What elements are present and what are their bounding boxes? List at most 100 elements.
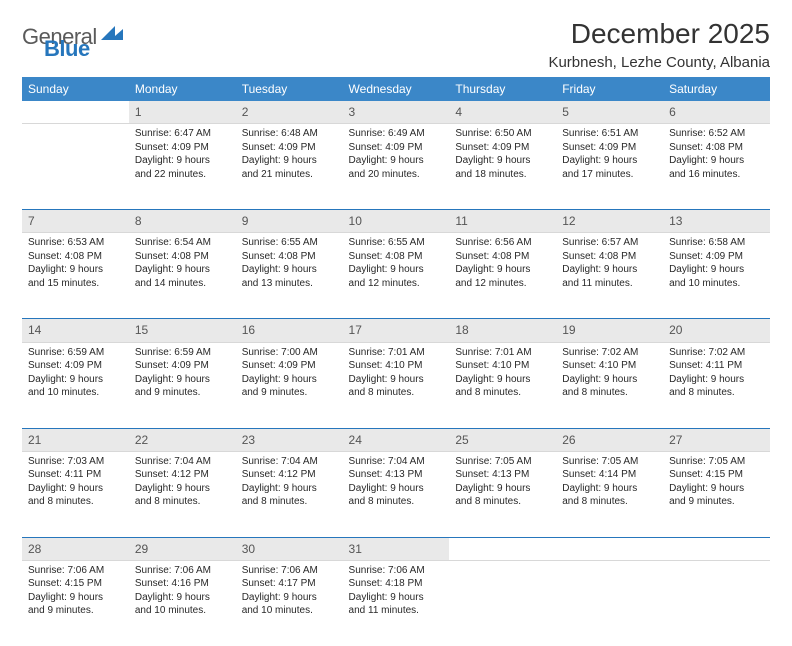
day-cell: Sunrise: 6:49 AMSunset: 4:09 PMDaylight:… [343, 124, 450, 210]
daylight-line2: and 13 minutes. [242, 277, 337, 291]
day-number-cell: 19 [556, 319, 663, 342]
daylight-line1: Daylight: 9 hours [669, 263, 764, 277]
logo-mark-icon [101, 26, 123, 49]
day-cell: Sunrise: 7:05 AMSunset: 4:14 PMDaylight:… [556, 451, 663, 537]
day-number-cell: 5 [556, 101, 663, 124]
day-number-cell: 7 [22, 210, 129, 233]
daylight-line1: Daylight: 9 hours [455, 154, 550, 168]
sunset-line: Sunset: 4:08 PM [242, 250, 337, 264]
day-cell: Sunrise: 7:06 AMSunset: 4:16 PMDaylight:… [129, 560, 236, 646]
daylight-line1: Daylight: 9 hours [135, 482, 230, 496]
day-header: Sunday [22, 77, 129, 101]
sunset-line: Sunset: 4:09 PM [669, 250, 764, 264]
day-header: Friday [556, 77, 663, 101]
day-cell: Sunrise: 6:58 AMSunset: 4:09 PMDaylight:… [663, 233, 770, 319]
day-number-cell: 21 [22, 429, 129, 452]
daylight-line2: and 11 minutes. [349, 604, 444, 618]
sunset-line: Sunset: 4:13 PM [455, 468, 550, 482]
daylight-line1: Daylight: 9 hours [242, 373, 337, 387]
daylight-line1: Daylight: 9 hours [562, 373, 657, 387]
day-cell: Sunrise: 7:04 AMSunset: 4:12 PMDaylight:… [236, 451, 343, 537]
day-cell: Sunrise: 7:05 AMSunset: 4:15 PMDaylight:… [663, 451, 770, 537]
sunset-line: Sunset: 4:09 PM [349, 141, 444, 155]
daylight-line1: Daylight: 9 hours [28, 373, 123, 387]
sunrise-line: Sunrise: 6:53 AM [28, 236, 123, 250]
sunrise-line: Sunrise: 7:02 AM [562, 346, 657, 360]
daylight-line1: Daylight: 9 hours [669, 154, 764, 168]
day-cell: Sunrise: 6:56 AMSunset: 4:08 PMDaylight:… [449, 233, 556, 319]
daylight-line1: Daylight: 9 hours [242, 154, 337, 168]
daylight-line2: and 16 minutes. [669, 168, 764, 182]
daylight-line1: Daylight: 9 hours [28, 482, 123, 496]
daylight-line1: Daylight: 9 hours [135, 373, 230, 387]
day-number-cell: 31 [343, 538, 450, 561]
day-number-row: 14151617181920 [22, 319, 770, 342]
daylight-line1: Daylight: 9 hours [28, 263, 123, 277]
daylight-line2: and 8 minutes. [562, 495, 657, 509]
day-cell: Sunrise: 6:47 AMSunset: 4:09 PMDaylight:… [129, 124, 236, 210]
day-number-row: 21222324252627 [22, 429, 770, 452]
day-number-cell: 27 [663, 429, 770, 452]
sunrise-line: Sunrise: 7:04 AM [135, 455, 230, 469]
sunrise-line: Sunrise: 6:52 AM [669, 127, 764, 141]
sunrise-line: Sunrise: 7:04 AM [349, 455, 444, 469]
day-cell: Sunrise: 7:06 AMSunset: 4:15 PMDaylight:… [22, 560, 129, 646]
sunrise-line: Sunrise: 6:47 AM [135, 127, 230, 141]
sunrise-line: Sunrise: 7:05 AM [562, 455, 657, 469]
daylight-line1: Daylight: 9 hours [242, 591, 337, 605]
daylight-line1: Daylight: 9 hours [455, 482, 550, 496]
day-cell: Sunrise: 7:06 AMSunset: 4:17 PMDaylight:… [236, 560, 343, 646]
daylight-line2: and 9 minutes. [242, 386, 337, 400]
day-number-cell: 11 [449, 210, 556, 233]
daylight-line2: and 15 minutes. [28, 277, 123, 291]
daylight-line2: and 10 minutes. [242, 604, 337, 618]
page-title: December 2025 [548, 18, 770, 50]
daylight-line1: Daylight: 9 hours [242, 482, 337, 496]
sunset-line: Sunset: 4:10 PM [562, 359, 657, 373]
day-number-row: 28293031 [22, 538, 770, 561]
daylight-line2: and 8 minutes. [349, 495, 444, 509]
sunset-line: Sunset: 4:09 PM [562, 141, 657, 155]
day-header: Thursday [449, 77, 556, 101]
sunset-line: Sunset: 4:17 PM [242, 577, 337, 591]
daylight-line1: Daylight: 9 hours [669, 482, 764, 496]
sunrise-line: Sunrise: 7:01 AM [455, 346, 550, 360]
daylight-line1: Daylight: 9 hours [562, 482, 657, 496]
sunset-line: Sunset: 4:08 PM [455, 250, 550, 264]
day-number-cell [449, 538, 556, 561]
logo-word2: Blue [44, 36, 90, 62]
sunrise-line: Sunrise: 7:06 AM [135, 564, 230, 578]
day-header: Tuesday [236, 77, 343, 101]
day-cell: Sunrise: 6:52 AMSunset: 4:08 PMDaylight:… [663, 124, 770, 210]
daylight-line2: and 8 minutes. [455, 495, 550, 509]
daylight-line2: and 12 minutes. [455, 277, 550, 291]
daylight-line1: Daylight: 9 hours [28, 591, 123, 605]
day-cell: Sunrise: 6:57 AMSunset: 4:08 PMDaylight:… [556, 233, 663, 319]
day-cell: Sunrise: 7:05 AMSunset: 4:13 PMDaylight:… [449, 451, 556, 537]
day-header: Saturday [663, 77, 770, 101]
sunrise-line: Sunrise: 7:04 AM [242, 455, 337, 469]
day-number-cell: 20 [663, 319, 770, 342]
sunrise-line: Sunrise: 7:00 AM [242, 346, 337, 360]
sunrise-line: Sunrise: 6:50 AM [455, 127, 550, 141]
title-block: December 2025 Kurbnesh, Lezhe County, Al… [548, 18, 770, 71]
sunset-line: Sunset: 4:08 PM [562, 250, 657, 264]
daylight-line2: and 8 minutes. [562, 386, 657, 400]
day-number-cell: 1 [129, 101, 236, 124]
day-number-cell: 13 [663, 210, 770, 233]
day-cell: Sunrise: 7:01 AMSunset: 4:10 PMDaylight:… [343, 342, 450, 428]
daylight-line1: Daylight: 9 hours [349, 591, 444, 605]
day-number-cell: 6 [663, 101, 770, 124]
day-cell: Sunrise: 7:04 AMSunset: 4:12 PMDaylight:… [129, 451, 236, 537]
sunset-line: Sunset: 4:08 PM [669, 141, 764, 155]
day-number-cell: 24 [343, 429, 450, 452]
day-number-cell: 15 [129, 319, 236, 342]
day-header: Wednesday [343, 77, 450, 101]
sunrise-line: Sunrise: 6:51 AM [562, 127, 657, 141]
day-header-row: Sunday Monday Tuesday Wednesday Thursday… [22, 77, 770, 101]
daylight-line2: and 18 minutes. [455, 168, 550, 182]
day-content-row: Sunrise: 6:59 AMSunset: 4:09 PMDaylight:… [22, 342, 770, 428]
sunset-line: Sunset: 4:15 PM [28, 577, 123, 591]
header: General Blue December 2025 Kurbnesh, Lez… [22, 18, 770, 71]
sunrise-line: Sunrise: 6:48 AM [242, 127, 337, 141]
